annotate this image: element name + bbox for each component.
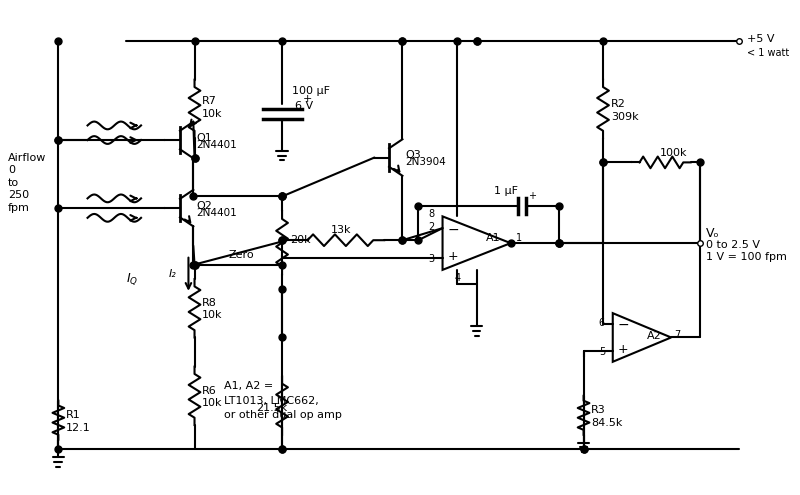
Text: 3: 3	[429, 254, 434, 264]
Text: 2: 2	[429, 222, 434, 232]
Text: 10k: 10k	[202, 109, 223, 119]
Text: 1 μF: 1 μF	[494, 187, 518, 197]
Text: 7: 7	[674, 330, 680, 340]
Text: 20k: 20k	[290, 235, 310, 245]
Text: +5 V: +5 V	[747, 34, 774, 44]
Text: R8: R8	[202, 298, 217, 308]
Text: 100 μF: 100 μF	[292, 87, 330, 97]
Text: 2N4401: 2N4401	[197, 140, 238, 150]
Text: 1 V = 100 fpm: 1 V = 100 fpm	[706, 252, 787, 262]
Text: 10k: 10k	[202, 310, 223, 320]
Text: 2N4401: 2N4401	[197, 208, 238, 218]
Text: R3: R3	[591, 405, 606, 415]
Text: 13k: 13k	[330, 226, 351, 236]
Text: 309k: 309k	[611, 112, 638, 122]
Text: LT1013, LMC662,: LT1013, LMC662,	[224, 396, 318, 406]
Text: +: +	[528, 192, 536, 201]
Text: 4: 4	[454, 273, 460, 283]
Text: 6 V: 6 V	[294, 101, 313, 111]
Text: 10k: 10k	[202, 397, 223, 408]
Text: 12.1: 12.1	[66, 423, 91, 433]
Text: Vₒ: Vₒ	[706, 227, 720, 240]
Text: Zero: Zero	[229, 250, 254, 260]
Text: 1: 1	[515, 233, 522, 243]
Text: I₂: I₂	[169, 269, 177, 279]
Text: Airflow: Airflow	[8, 152, 46, 162]
Text: R2: R2	[611, 99, 626, 109]
Text: 8: 8	[429, 209, 434, 219]
Text: 100k: 100k	[659, 148, 687, 158]
Text: A1: A1	[486, 233, 501, 243]
Text: 0: 0	[8, 165, 14, 175]
Text: 2N3904: 2N3904	[406, 157, 446, 167]
Text: 250: 250	[8, 191, 29, 200]
Text: +: +	[447, 250, 458, 263]
Text: 5: 5	[598, 347, 605, 357]
Text: Q1: Q1	[197, 133, 212, 143]
Text: $I_Q$: $I_Q$	[126, 271, 138, 287]
Text: Q3: Q3	[406, 150, 422, 160]
Text: −: −	[447, 223, 459, 237]
Text: or other dual op amp: or other dual op amp	[224, 410, 342, 420]
Text: R6: R6	[202, 386, 217, 396]
Text: A2: A2	[646, 331, 662, 341]
Text: R7: R7	[202, 96, 217, 106]
Text: < 1 watt: < 1 watt	[747, 49, 790, 58]
Text: R1: R1	[66, 410, 81, 420]
Text: +: +	[618, 343, 628, 356]
Text: A1, A2 =: A1, A2 =	[224, 381, 273, 391]
Text: 21.5k: 21.5k	[256, 403, 287, 413]
Text: 6: 6	[599, 318, 605, 328]
Text: fpm: fpm	[8, 203, 30, 213]
Text: to: to	[8, 178, 19, 188]
Text: 0 to 2.5 V: 0 to 2.5 V	[706, 240, 760, 250]
Text: −: −	[618, 318, 630, 332]
Text: +: +	[302, 94, 312, 104]
Text: Q2: Q2	[197, 200, 212, 211]
Text: 84.5k: 84.5k	[591, 418, 622, 428]
